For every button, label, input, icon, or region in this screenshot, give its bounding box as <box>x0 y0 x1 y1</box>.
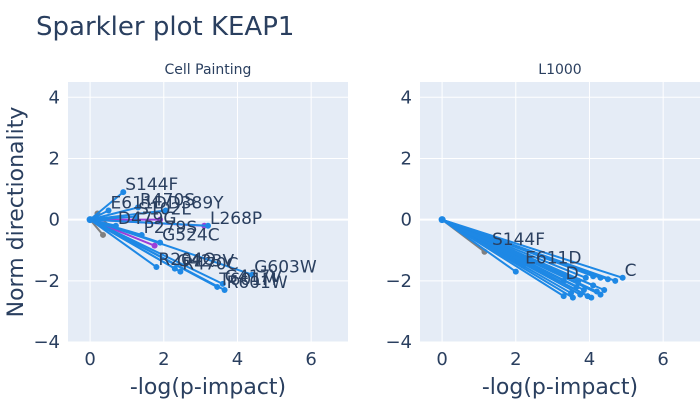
data-point <box>162 207 169 214</box>
data-point <box>151 242 158 249</box>
point-label: R470S <box>140 190 195 210</box>
x-tick-label: 0 <box>84 349 95 370</box>
x-tick-label: 6 <box>305 349 316 370</box>
point-label: R204Q <box>158 250 216 270</box>
sparkler-line <box>89 191 124 221</box>
data-point <box>582 274 589 281</box>
x-tick-label: 6 <box>657 349 668 370</box>
data-point <box>601 287 608 293</box>
point-label: P279S <box>144 218 198 238</box>
sparkler-line <box>89 209 166 221</box>
sparkler-line <box>441 218 565 282</box>
point-label: T601M <box>218 270 276 290</box>
point-label: G417V <box>225 267 283 287</box>
data-point <box>105 207 112 214</box>
point-label: R470C <box>182 255 238 275</box>
data-point <box>560 277 567 284</box>
point-label: D389Y <box>168 193 225 213</box>
data-point <box>221 287 228 293</box>
page-title: Sparkler plot KEAP1 <box>36 12 295 42</box>
panel-1 <box>68 82 348 343</box>
y-tick-label: 4 <box>401 87 412 108</box>
x-tick-label: 0 <box>436 349 447 370</box>
sparkler-line <box>90 218 209 227</box>
data-point <box>612 277 619 284</box>
x-tick-label: 4 <box>232 349 243 370</box>
point-label: S102L <box>138 200 191 220</box>
sparkler-line <box>89 218 226 291</box>
origin-point <box>438 216 446 224</box>
x-axis-label: -log(p-impact) <box>130 375 286 400</box>
y-tick-label: 2 <box>401 148 412 169</box>
y-axis-label: Norm directionality <box>4 107 29 318</box>
point-label: L268P <box>210 209 262 229</box>
data-point <box>597 291 604 298</box>
y-tick-label: −4 <box>33 332 60 353</box>
point-label: S144F <box>125 175 178 195</box>
y-tick-label: −2 <box>385 271 412 292</box>
point-label: E611D <box>111 193 167 213</box>
panel-2 <box>420 82 700 343</box>
x-tick-label: 4 <box>584 349 595 370</box>
point-label: R601W <box>227 273 288 293</box>
y-tick-label: 2 <box>49 148 60 169</box>
sparkler-line <box>441 218 574 299</box>
y-tick-label: 0 <box>49 210 60 231</box>
y-tick-label: −2 <box>33 271 60 292</box>
data-point <box>120 189 127 196</box>
data-point <box>157 216 164 223</box>
y-tick-label: 4 <box>49 87 60 108</box>
x-tick-label: 2 <box>158 349 169 370</box>
point-label: S144F <box>492 230 545 250</box>
point-label: D479G <box>118 209 177 229</box>
data-point <box>135 204 141 211</box>
y-tick-label: −4 <box>385 332 412 353</box>
sparkler-line <box>441 218 623 279</box>
data-point <box>100 231 106 238</box>
sparkler-line <box>89 206 139 221</box>
data-point <box>588 294 595 301</box>
sparkler-line <box>89 218 253 276</box>
point-label: G524C <box>162 226 220 246</box>
data-point <box>575 277 582 284</box>
point-label: D <box>566 264 579 284</box>
data-point <box>619 274 626 281</box>
plot-background <box>420 82 700 342</box>
data-point <box>177 268 184 275</box>
point-label: C <box>625 261 637 281</box>
sparkler-line <box>89 218 158 268</box>
data-point <box>573 283 580 290</box>
point-label: G603W <box>254 258 317 278</box>
point-label: G423V <box>177 252 235 272</box>
data-point <box>560 293 567 300</box>
subplot-title: L1000 <box>538 62 581 78</box>
x-axis-label: -log(p-impact) <box>482 375 638 400</box>
plot-background <box>68 82 348 342</box>
data-point <box>569 294 576 301</box>
data-point <box>512 268 519 275</box>
data-point <box>219 280 226 287</box>
data-point <box>153 264 160 271</box>
x-tick-label: 2 <box>510 349 521 370</box>
origin-point <box>86 216 94 224</box>
data-point <box>249 271 256 278</box>
subplot-title: Cell Painting <box>165 62 252 78</box>
y-tick-label: 0 <box>401 210 412 231</box>
data-point <box>205 222 211 229</box>
point-label: E611D <box>525 249 581 269</box>
